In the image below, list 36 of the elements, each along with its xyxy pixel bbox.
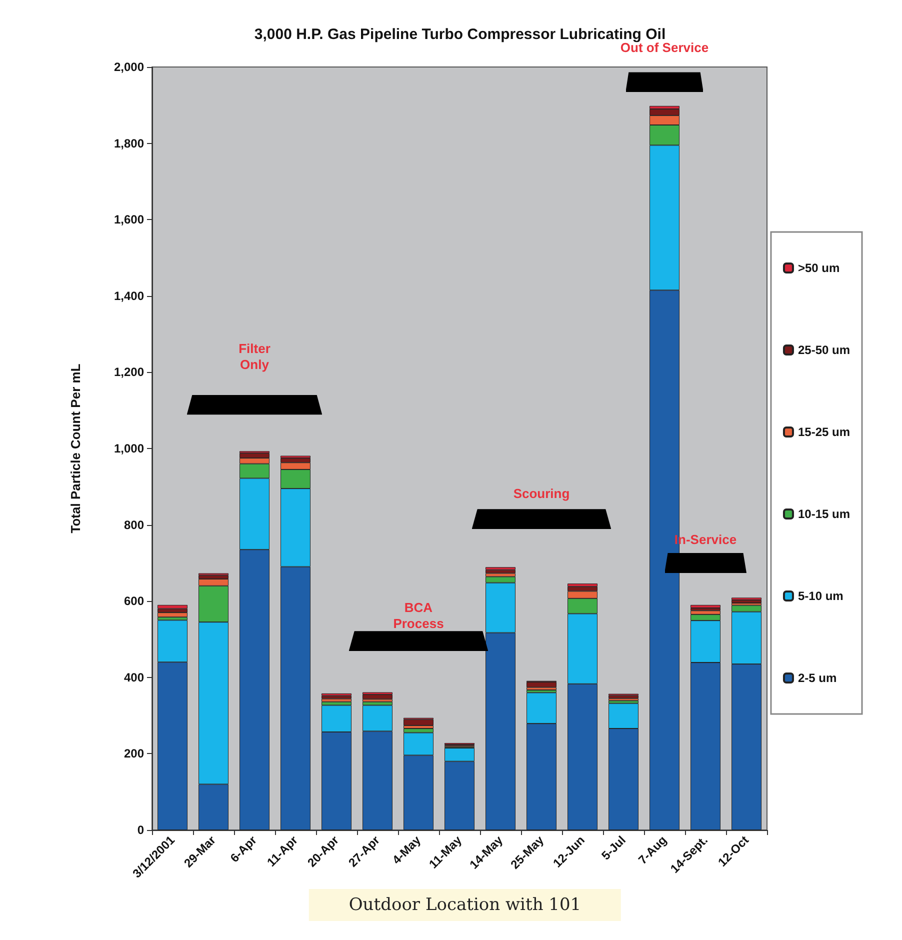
text: Outdoor Location with 101 bbox=[308, 889, 622, 921]
y-tick-label: 0 bbox=[137, 823, 144, 837]
bar bbox=[322, 696, 352, 699]
bar bbox=[608, 695, 638, 698]
y-tick-label: 800 bbox=[124, 518, 144, 532]
y-axis-title: Total Particle Count Per mL bbox=[68, 364, 83, 534]
bar bbox=[732, 600, 762, 604]
y-tick-label: 2,000 bbox=[114, 60, 144, 74]
legend-label: 25-50 um bbox=[798, 343, 850, 357]
legend-label: 10-15 um bbox=[798, 507, 850, 521]
bar bbox=[158, 608, 188, 613]
bar bbox=[158, 612, 188, 618]
y-tick-label: 200 bbox=[124, 746, 144, 761]
y-tick-label: 1,800 bbox=[114, 136, 144, 150]
bar bbox=[362, 694, 392, 700]
bar bbox=[690, 604, 720, 608]
legend-label: >50 um bbox=[798, 261, 840, 275]
legend-label: 15-25 um bbox=[798, 425, 850, 439]
bar bbox=[404, 719, 434, 726]
annotation: BCA Process bbox=[392, 600, 445, 632]
bar bbox=[486, 567, 516, 570]
annotation: Scouring bbox=[512, 486, 571, 502]
y-tick-label: 1,600 bbox=[114, 212, 144, 227]
bar bbox=[158, 604, 188, 609]
bar bbox=[526, 682, 556, 688]
bar bbox=[322, 698, 352, 702]
y-tick-label: 1,400 bbox=[114, 288, 144, 303]
annotation: Filter Only bbox=[238, 340, 272, 373]
y-tick-label: 400 bbox=[124, 670, 144, 684]
legend-label: 2-5 um bbox=[798, 671, 837, 685]
y-tick-label: 1,200 bbox=[114, 365, 144, 380]
legend-label: 5-10 um bbox=[798, 589, 844, 603]
bar bbox=[486, 570, 516, 574]
bar bbox=[690, 608, 720, 611]
y-tick-label: 1,000 bbox=[114, 442, 144, 456]
y-tick-label: 600 bbox=[124, 594, 144, 608]
